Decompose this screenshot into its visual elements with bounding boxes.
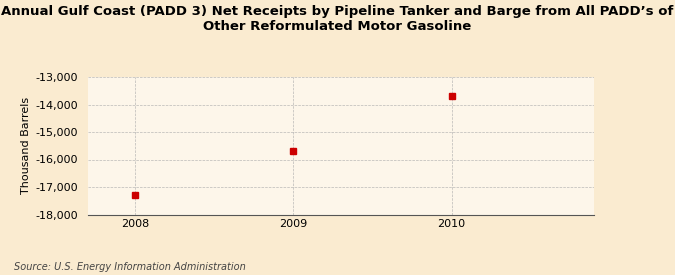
Text: Source: U.S. Energy Information Administration: Source: U.S. Energy Information Administ… (14, 262, 245, 272)
Text: Annual Gulf Coast (PADD 3) Net Receipts by Pipeline Tanker and Barge from All PA: Annual Gulf Coast (PADD 3) Net Receipts … (1, 6, 674, 34)
Y-axis label: Thousand Barrels: Thousand Barrels (21, 97, 31, 194)
